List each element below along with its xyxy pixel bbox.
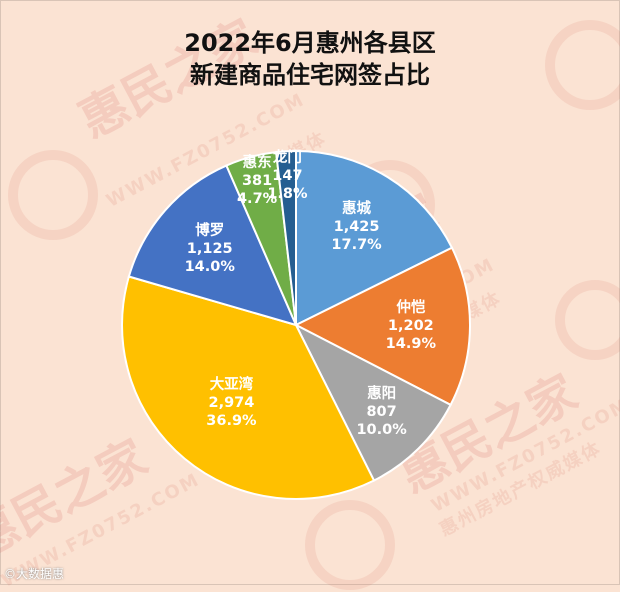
- watermark-logo-icon: [545, 20, 620, 110]
- slice-label-name: 惠东: [242, 154, 272, 171]
- slice-label-value-label: 807: [366, 403, 397, 420]
- slice-label-6: 龙门 147 1.8%: [242, 149, 332, 203]
- chart-title-line1: 2022年6月惠州各县区: [184, 29, 436, 57]
- slice-label-value-label: 147: [272, 167, 303, 184]
- slice-label-percent: 36.9%: [206, 412, 257, 429]
- watermark-logo-icon: [8, 150, 98, 240]
- slice-label-2: 惠阳 807 10.0%: [337, 385, 427, 439]
- slice-label-5: 惠东 381 4.7%: [212, 154, 302, 208]
- slice-label-percent: 1.8%: [267, 185, 308, 202]
- slice-label-percent: 10.0%: [356, 421, 407, 438]
- pie-slice-3: [121, 275, 376, 500]
- slice-label-3: 大亚湾 2,974 36.9%: [186, 376, 276, 430]
- slice-label-name: 仲恺: [396, 299, 426, 316]
- slice-label-name: 惠城: [342, 201, 372, 218]
- slice-label-percent: 14.9%: [385, 335, 436, 352]
- slice-label-1: 仲恺 1,202 14.9%: [366, 299, 456, 353]
- pie-slice-0: [295, 149, 454, 327]
- slice-label-value-label: 2,974: [208, 394, 255, 411]
- slice-label-value-label: 1,202: [387, 317, 434, 334]
- pie-slice-1: [293, 246, 471, 407]
- pie-slice-6: [274, 149, 297, 326]
- pie-slice-2: [293, 322, 452, 482]
- source-credit: ©大数据惠: [4, 567, 65, 581]
- slice-label-4: 博罗 1,125 14.0%: [165, 222, 255, 276]
- slice-label-percent: 4.7%: [236, 190, 278, 207]
- chart-title-line2: 新建商品住宅网签占比: [190, 61, 430, 89]
- slice-label-value-label: 1,425: [333, 219, 380, 236]
- slice-label-name: 大亚湾: [209, 376, 254, 393]
- slice-label-name: 惠阳: [367, 385, 397, 402]
- slice-label-value-label: 1,125: [186, 241, 233, 258]
- slice-label-name: 博罗: [195, 223, 225, 240]
- slice-label-value-label: 381: [241, 172, 273, 189]
- slice-label-percent: 14.0%: [184, 259, 235, 276]
- pie-slice-4: [127, 164, 298, 327]
- slice-label-percent: 17.7%: [331, 237, 382, 254]
- slice-label-0: 惠城 1,425 17.7%: [312, 200, 402, 254]
- watermark-logo-icon: [555, 280, 620, 360]
- slice-label-name: 龙门: [272, 149, 302, 166]
